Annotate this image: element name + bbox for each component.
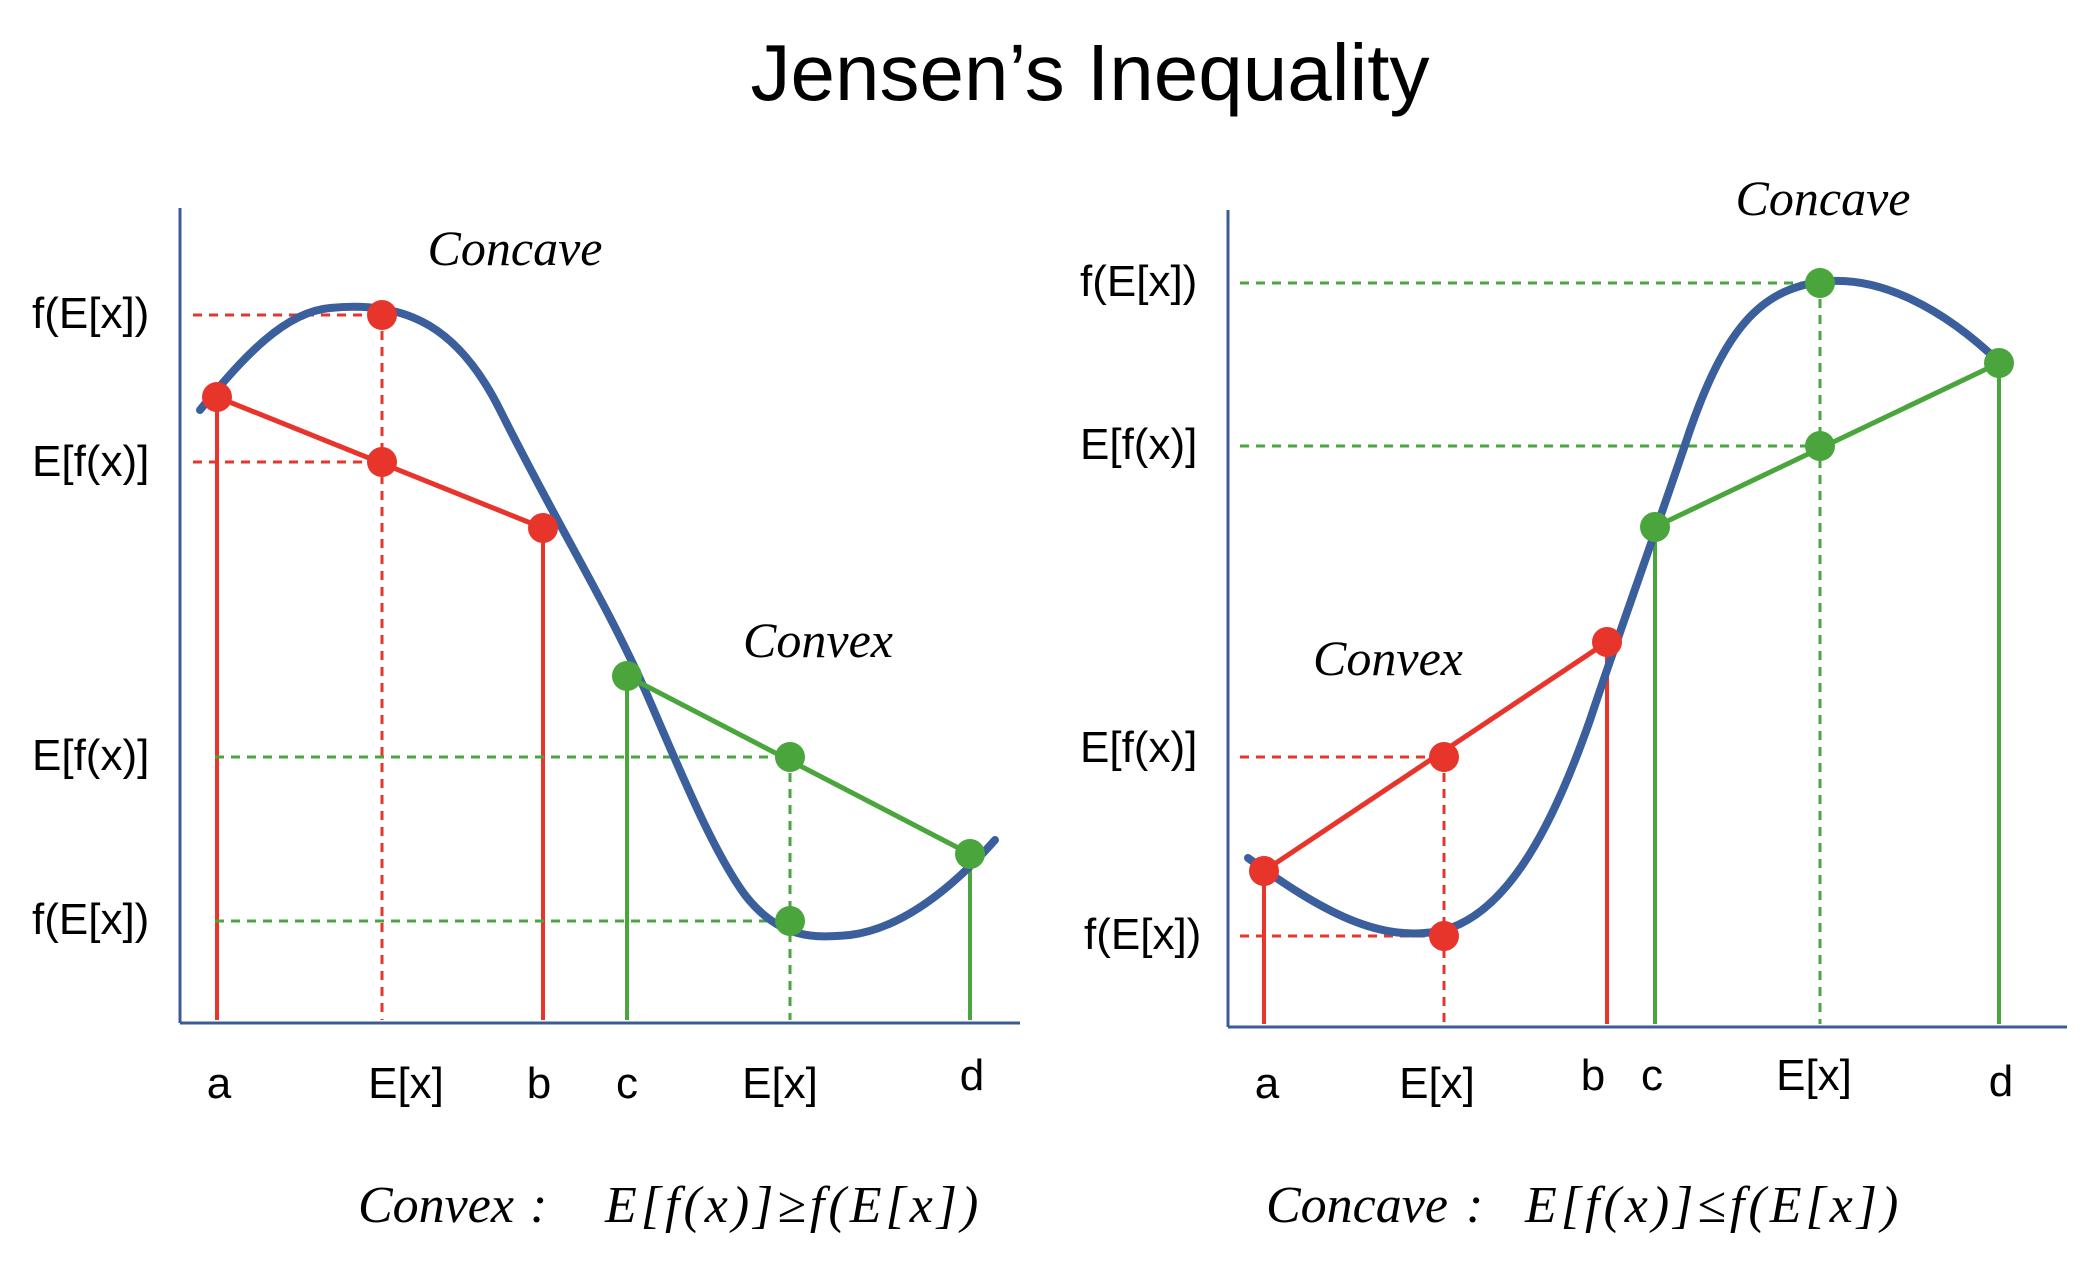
- left-point-c: [612, 661, 642, 691]
- right-formula-name: Concave: [1266, 1177, 1448, 1234]
- left-xlabel-ex-1: E[x]: [368, 1059, 444, 1108]
- left-point-b: [528, 513, 558, 543]
- left-point-a: [202, 382, 232, 412]
- left-ylabel-efx-top: E[f(x)]: [32, 437, 149, 486]
- right-point-fex-red: [1429, 921, 1459, 951]
- left-point-efx: [367, 447, 397, 477]
- right-point-a: [1249, 856, 1279, 886]
- left-point-fex: [367, 300, 397, 330]
- right-formula-colon: :: [1466, 1177, 1483, 1234]
- left-xlabel-d: d: [960, 1051, 984, 1100]
- right-formula-expression: E[f(x)]≤f(E[x]): [1524, 1177, 1902, 1234]
- right-point-c: [1640, 512, 1670, 542]
- left-point-fex-green: [775, 906, 805, 936]
- right-point-efx: [1805, 431, 1835, 461]
- left-xlabel-c: c: [616, 1059, 638, 1108]
- left-formula-name: Convex: [358, 1177, 514, 1234]
- right-xlabel-a: a: [1255, 1059, 1280, 1108]
- right-xlabel-ex-1: E[x]: [1399, 1059, 1475, 1108]
- right-panel: Concave Convex f(E[x]) E[f(x)] E[f(x)] f…: [1080, 170, 2067, 1234]
- left-formula-colon: :: [530, 1177, 547, 1234]
- right-point-b: [1592, 627, 1622, 657]
- right-ylabel-fex-top: f(E[x]): [1080, 257, 1197, 306]
- left-xlabel-ex-2: E[x]: [742, 1059, 818, 1108]
- right-xlabel-d: d: [1989, 1057, 2013, 1106]
- right-function-curve: [1244, 276, 2003, 938]
- left-formula-expression: E[f(x)]≥f(E[x]): [604, 1177, 982, 1234]
- right-label-convex: Convex: [1313, 630, 1463, 686]
- right-ylabel-efx-top: E[f(x)]: [1080, 420, 1197, 469]
- left-point-efx-green: [775, 742, 805, 772]
- right-xlabel-b: b: [1581, 1051, 1605, 1100]
- left-xlabel-a: a: [207, 1059, 232, 1108]
- right-xlabel-c: c: [1641, 1051, 1663, 1100]
- left-function-curve: [196, 302, 999, 941]
- left-ylabel-fex-top: f(E[x]): [32, 289, 149, 338]
- left-label-convex: Convex: [743, 612, 893, 668]
- left-point-d: [955, 839, 985, 869]
- left-ylabel-efx-bottom: E[f(x)]: [32, 731, 149, 780]
- right-ylabel-fex-bottom: f(E[x]): [1084, 910, 1201, 959]
- right-xlabel-ex-2: E[x]: [1776, 1051, 1852, 1100]
- right-ylabel-efx-bottom: E[f(x)]: [1080, 723, 1197, 772]
- right-point-efx-red: [1429, 742, 1459, 772]
- right-point-d: [1984, 348, 2014, 378]
- left-panel: Concave Convex f(E[x]) E[f(x)] E[f(x)] f…: [32, 208, 1020, 1234]
- left-label-concave: Concave: [428, 220, 603, 276]
- left-ylabel-fex-bottom: f(E[x]): [32, 895, 149, 944]
- right-label-concave: Concave: [1736, 170, 1911, 226]
- right-point-fex: [1805, 268, 1835, 298]
- page-title: Jensen’s Inequality: [751, 28, 1430, 117]
- left-xlabel-b: b: [527, 1059, 551, 1108]
